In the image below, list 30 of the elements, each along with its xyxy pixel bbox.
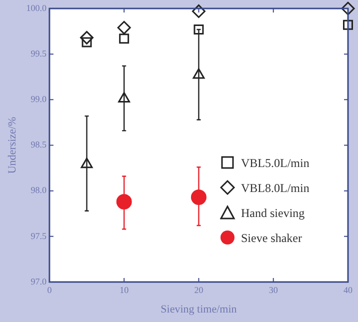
- legend-label: VBL5.0L/min: [241, 156, 310, 171]
- x-tick-label: 10: [120, 284, 130, 295]
- point: [118, 92, 130, 103]
- x-tick-label: 20: [194, 284, 204, 295]
- y-tick-label: 97.5: [30, 230, 47, 241]
- point: [192, 68, 205, 79]
- x-tick-label: 40: [344, 284, 353, 295]
- point: [119, 34, 130, 44]
- y-tick-label: 98.5: [30, 140, 47, 150]
- x-axis-title: Sieving time/min: [160, 303, 238, 316]
- point: [80, 30, 94, 44]
- y-tick-label: 99.0: [30, 94, 47, 104]
- legend-label: VBL8.0L/min: [241, 180, 310, 196]
- legend-label: Hand sieving: [241, 206, 305, 221]
- point: [343, 20, 353, 30]
- y-tick-label: 98.0: [30, 185, 47, 196]
- x-tick-label: 30: [268, 284, 278, 295]
- y-tick-label: 97.0: [30, 276, 47, 286]
- point: [116, 194, 132, 210]
- point: [192, 4, 206, 18]
- legend-label: Sieve shaker: [241, 230, 302, 246]
- y-tick-label: 99.5: [30, 48, 47, 58]
- point: [190, 189, 206, 205]
- point: [117, 20, 131, 34]
- y-tick-label: 100.0: [26, 2, 47, 13]
- y-axis-title: Undersize/%: [6, 116, 18, 174]
- point: [80, 158, 93, 168]
- x-tick-label: 0: [47, 284, 52, 295]
- point: [341, 2, 355, 16]
- point: [194, 24, 204, 34]
